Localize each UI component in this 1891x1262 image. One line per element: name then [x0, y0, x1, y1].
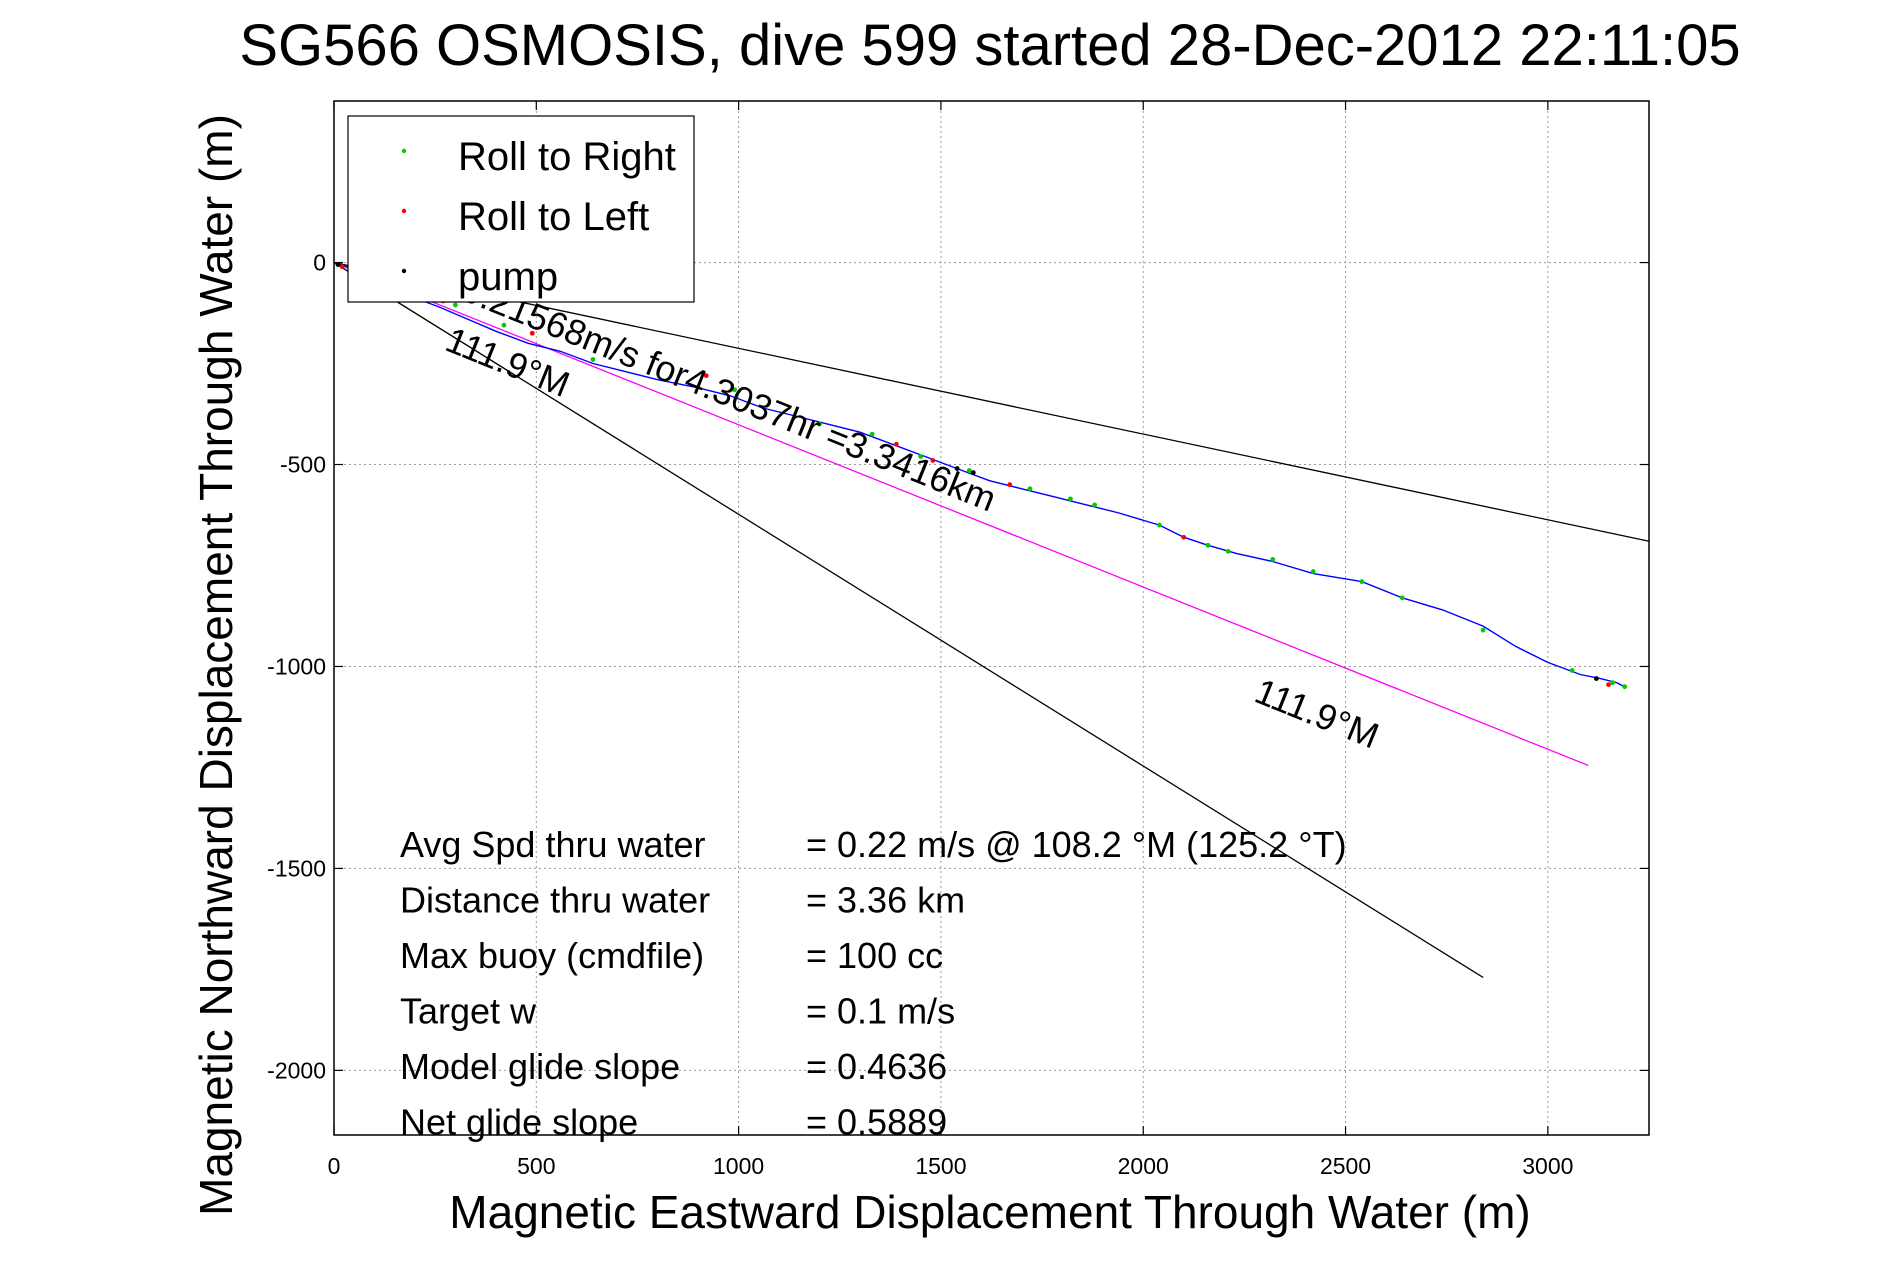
- chart-title: SG566 OSMOSIS, dive 599 started 28-Dec-2…: [239, 13, 1740, 78]
- y-tick-label: -500: [280, 452, 326, 478]
- x-tick-label: 2500: [1320, 1153, 1371, 1179]
- roll-right-marker: [590, 357, 596, 362]
- roll-left-marker: [930, 458, 936, 463]
- stat-value: = 0.5889: [806, 1102, 947, 1143]
- stat-value: = 0.1 m/s: [806, 991, 955, 1032]
- roll-right-marker: [1027, 486, 1033, 492]
- roll-right-marker: [1610, 680, 1615, 686]
- roll-left-marker: [1606, 682, 1611, 688]
- legend: Roll to Right Roll to Left pump: [347, 115, 695, 303]
- roll-left-marker: [894, 441, 899, 447]
- roll-right-marker: [1359, 579, 1365, 585]
- legend-label: pump: [458, 255, 558, 299]
- roll-left-marker: [529, 330, 535, 336]
- x-tick-label: 500: [517, 1153, 555, 1179]
- plot-border: [333, 100, 1650, 1136]
- roll-right-marker: [1205, 542, 1211, 548]
- legend-label: Roll to Left: [458, 195, 649, 239]
- roll-right-marker: [1157, 522, 1162, 528]
- roll-right-marker: [1569, 668, 1575, 673]
- stat-label: Net glide slope: [400, 1102, 638, 1143]
- roll-right-marker: [452, 302, 458, 308]
- y-tick-label: -2000: [267, 1057, 326, 1083]
- roll-right-marker: [1270, 557, 1276, 562]
- x-tick-label: 2000: [1118, 1153, 1169, 1179]
- x-axis-label: Magnetic Eastward Displacement Through W…: [449, 1186, 1530, 1238]
- roll-right-marker: [966, 468, 972, 473]
- roll-right-marker: [1399, 595, 1405, 601]
- y-tick-label: -1500: [267, 855, 326, 881]
- reference-line: [333, 262, 1484, 979]
- roll-right-marker: [1225, 548, 1231, 554]
- stat-label: Avg Spd thru water: [400, 824, 706, 865]
- x-tick-label: 3000: [1522, 1153, 1573, 1179]
- stat-value: = 0.22 m/s @ 108.2 °M (125.2 °T): [806, 824, 1347, 865]
- x-tick-label: 0: [328, 1153, 341, 1179]
- legend-marker: [401, 268, 407, 274]
- roll-right-marker: [1310, 569, 1316, 574]
- roll-left-marker: [703, 373, 709, 379]
- roll-right-marker: [918, 454, 924, 459]
- roll-left-marker: [339, 264, 345, 270]
- pump-marker: [970, 470, 976, 475]
- y-axis-label: Magnetic Northward Displacement Through …: [190, 114, 242, 1216]
- stat-label: Target w: [400, 991, 537, 1032]
- roll-right-marker: [501, 322, 507, 328]
- legend-marker: [401, 208, 407, 214]
- legend-label: Roll to Right: [458, 135, 676, 179]
- roll-right-marker: [1092, 502, 1098, 508]
- roll-right-marker: [732, 387, 737, 393]
- stat-value: = 3.36 km: [806, 880, 965, 921]
- roll-right-marker: [817, 421, 822, 427]
- stat-value: = 100 cc: [806, 935, 943, 976]
- pump-marker: [954, 466, 960, 471]
- reference-line: [333, 261, 1650, 542]
- stat-label: Distance thru water: [400, 880, 710, 921]
- stat-label: Model glide slope: [400, 1046, 680, 1087]
- axis-ticks: 0 500 1000 1500 2000 2500 3000 0 -500 -1000 -1500 -…: [267, 101, 1649, 1179]
- pump-marker: [1594, 676, 1599, 681]
- roll-left-marker: [1181, 534, 1187, 540]
- y-tick-label: -1000: [267, 653, 326, 679]
- x-tick-label: 1000: [713, 1153, 764, 1179]
- legend-marker: [401, 148, 407, 154]
- pump-marker: [335, 262, 341, 267]
- stat-label: Max buoy (cmdfile): [400, 935, 704, 976]
- y-tick-label: 0: [313, 250, 326, 276]
- roll-right-marker: [1622, 684, 1628, 690]
- roll-right-marker: [1068, 496, 1073, 502]
- x-tick-label: 1500: [915, 1153, 966, 1179]
- roll-left-marker: [1007, 482, 1013, 488]
- roll-right-marker: [869, 431, 875, 437]
- roll-and-pump-markers: [335, 262, 1628, 690]
- roll-right-marker: [1480, 627, 1486, 633]
- stat-value: = 0.4636: [806, 1046, 947, 1087]
